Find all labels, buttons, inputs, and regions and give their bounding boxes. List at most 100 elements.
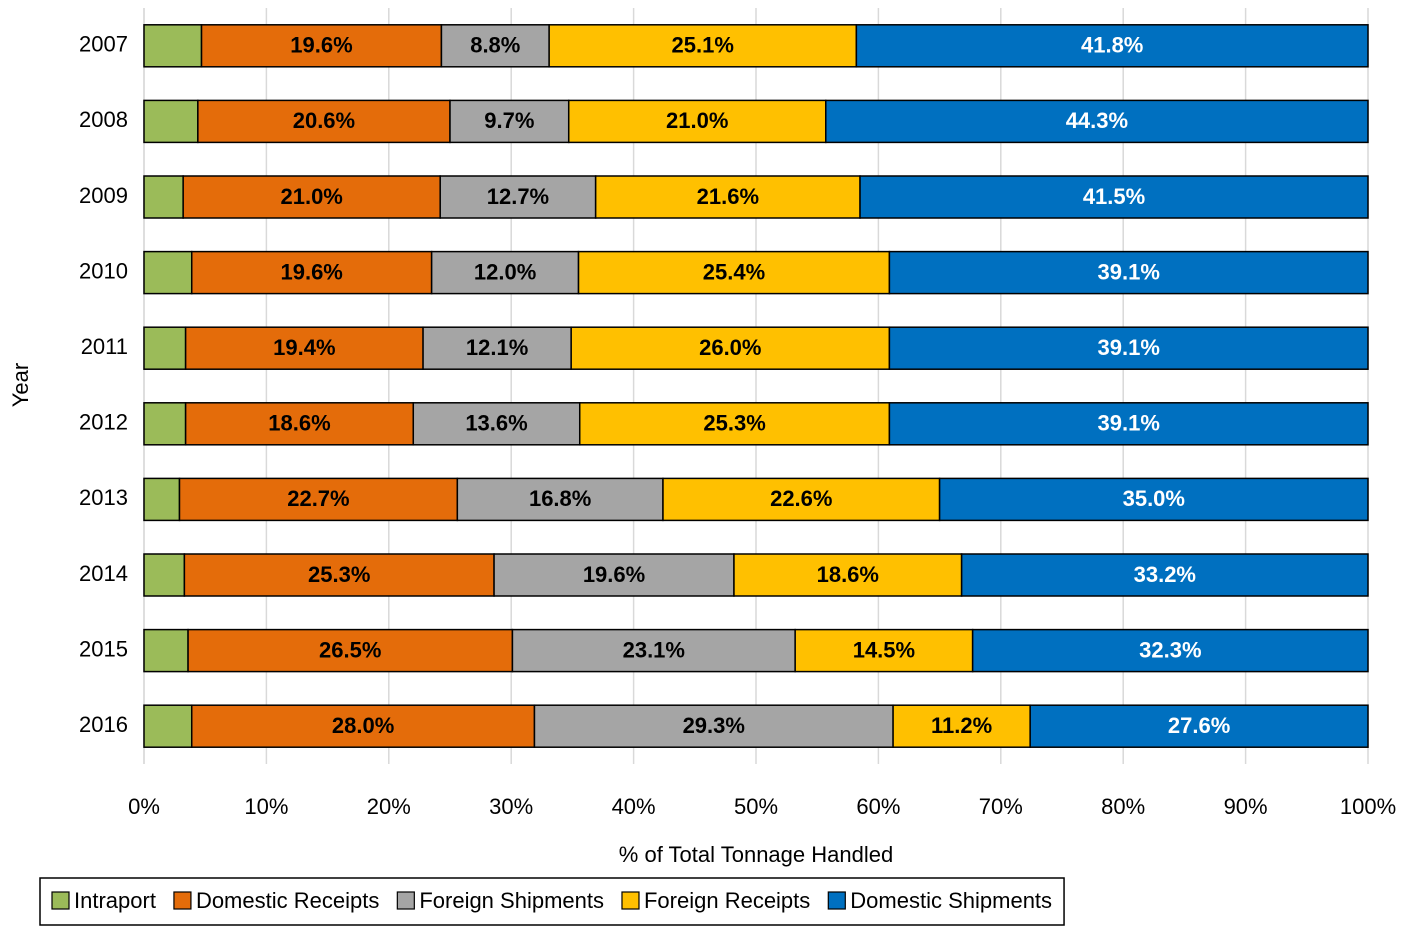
y-tick-label: 2008 (79, 107, 128, 132)
bar-segment (662, 477, 941, 522)
bar-segment (143, 402, 187, 446)
data-label: 41.5% (1083, 184, 1145, 209)
data-label: 21.0% (666, 108, 728, 133)
bar-segment (456, 477, 664, 522)
bar-segment (184, 402, 415, 446)
bar-segment (190, 250, 433, 295)
x-tick-label: 40% (612, 794, 656, 819)
x-axis-label: % of Total Tonnage Handled (619, 842, 893, 867)
data-label: 39.1% (1098, 411, 1160, 436)
bar-segment (143, 553, 186, 597)
data-label: 32.3% (1139, 637, 1201, 662)
bar-segment (971, 628, 1369, 673)
data-label: 33.2% (1134, 562, 1196, 587)
data-label: 22.7% (287, 486, 349, 511)
data-label: 14.5% (853, 637, 915, 662)
data-label: 18.6% (268, 411, 330, 436)
bar-segment (430, 250, 580, 295)
legend-label: Foreign Shipments (419, 888, 604, 913)
x-tick-label: 70% (979, 794, 1023, 819)
x-tick-label: 30% (489, 794, 533, 819)
data-label: 19.6% (290, 33, 352, 58)
data-label: 8.8% (470, 33, 520, 58)
y-tick-label: 2010 (79, 258, 128, 283)
bar-segment (794, 628, 974, 673)
data-label: 39.1% (1098, 259, 1160, 284)
x-tick-label: 90% (1224, 794, 1268, 819)
bar-segment (733, 553, 963, 597)
legend-label: Domestic Shipments (850, 888, 1052, 913)
y-tick-label: 2016 (79, 712, 128, 737)
bar-segment (938, 477, 1369, 522)
bar-segment (143, 326, 187, 370)
data-label: 19.4% (273, 335, 335, 360)
data-label: 9.7% (484, 108, 534, 133)
data-label: 28.0% (332, 713, 394, 738)
x-tick-label: 0% (128, 794, 160, 819)
data-label: 39.1% (1098, 335, 1160, 360)
data-label: 22.6% (770, 486, 832, 511)
bar-segment (440, 24, 550, 68)
data-label: 25.1% (672, 33, 734, 58)
bar-segment (143, 704, 193, 748)
bar-segment (197, 99, 451, 144)
data-label: 20.6% (293, 108, 355, 133)
legend-label: Intraport (74, 888, 156, 913)
legend-box (39, 877, 1065, 926)
bar-segment (143, 477, 181, 522)
data-label: 12.7% (487, 184, 549, 209)
bar-segment (567, 99, 827, 144)
data-label: 12.0% (474, 259, 536, 284)
y-tick-label: 2012 (79, 410, 128, 435)
bar-segment (1029, 704, 1369, 748)
x-tick-label: 100% (1340, 794, 1396, 819)
bar-segment (184, 326, 424, 370)
y-axis-label: Year (8, 363, 33, 407)
data-label: 25.3% (308, 562, 370, 587)
bar-segment (439, 175, 597, 219)
x-tick-label: 10% (244, 794, 288, 819)
bar-segment (859, 175, 1369, 219)
bar-segment (594, 175, 861, 219)
bar-segment (888, 402, 1369, 446)
bar-segment (143, 99, 199, 144)
bar-segment (143, 24, 203, 68)
bar-segment (888, 326, 1369, 370)
data-label: 21.6% (697, 184, 759, 209)
bar-segment (533, 704, 894, 748)
legend-swatch (396, 891, 415, 910)
y-tick-label: 2007 (79, 32, 128, 57)
legend-swatch (827, 891, 846, 910)
legend-label: Foreign Receipts (644, 888, 810, 913)
bar-segment (183, 553, 495, 597)
data-label: 16.8% (529, 486, 591, 511)
data-label: 19.6% (280, 259, 342, 284)
bar-segment (200, 24, 443, 68)
data-label: 41.8% (1081, 33, 1143, 58)
bar-segment (825, 99, 1369, 144)
bar-segment (449, 99, 570, 144)
bar-segment (143, 250, 193, 295)
data-label: 18.6% (817, 562, 879, 587)
y-tick-label: 2014 (79, 561, 128, 586)
bar-segment (960, 553, 1369, 597)
data-label: 26.5% (319, 637, 381, 662)
bar-segment (577, 250, 891, 295)
bar-segment (548, 24, 858, 68)
bar-segment (143, 175, 184, 219)
legend-label: Domestic Receipts (196, 888, 379, 913)
legend: Intraport Domestic Receipts Foreign Shipme… (39, 877, 1065, 926)
legend-swatch (173, 891, 192, 910)
bar-segment (422, 326, 572, 370)
data-label: 23.1% (623, 637, 685, 662)
bar-segment (143, 628, 189, 673)
data-label: 12.1% (466, 335, 528, 360)
data-label: 19.6% (583, 562, 645, 587)
data-label: 25.3% (703, 411, 765, 436)
y-tick-label: 2013 (79, 485, 128, 510)
bar-segment (888, 250, 1369, 295)
bar-segment (855, 24, 1369, 68)
legend-swatch (621, 891, 640, 910)
bar-segment (190, 704, 536, 748)
